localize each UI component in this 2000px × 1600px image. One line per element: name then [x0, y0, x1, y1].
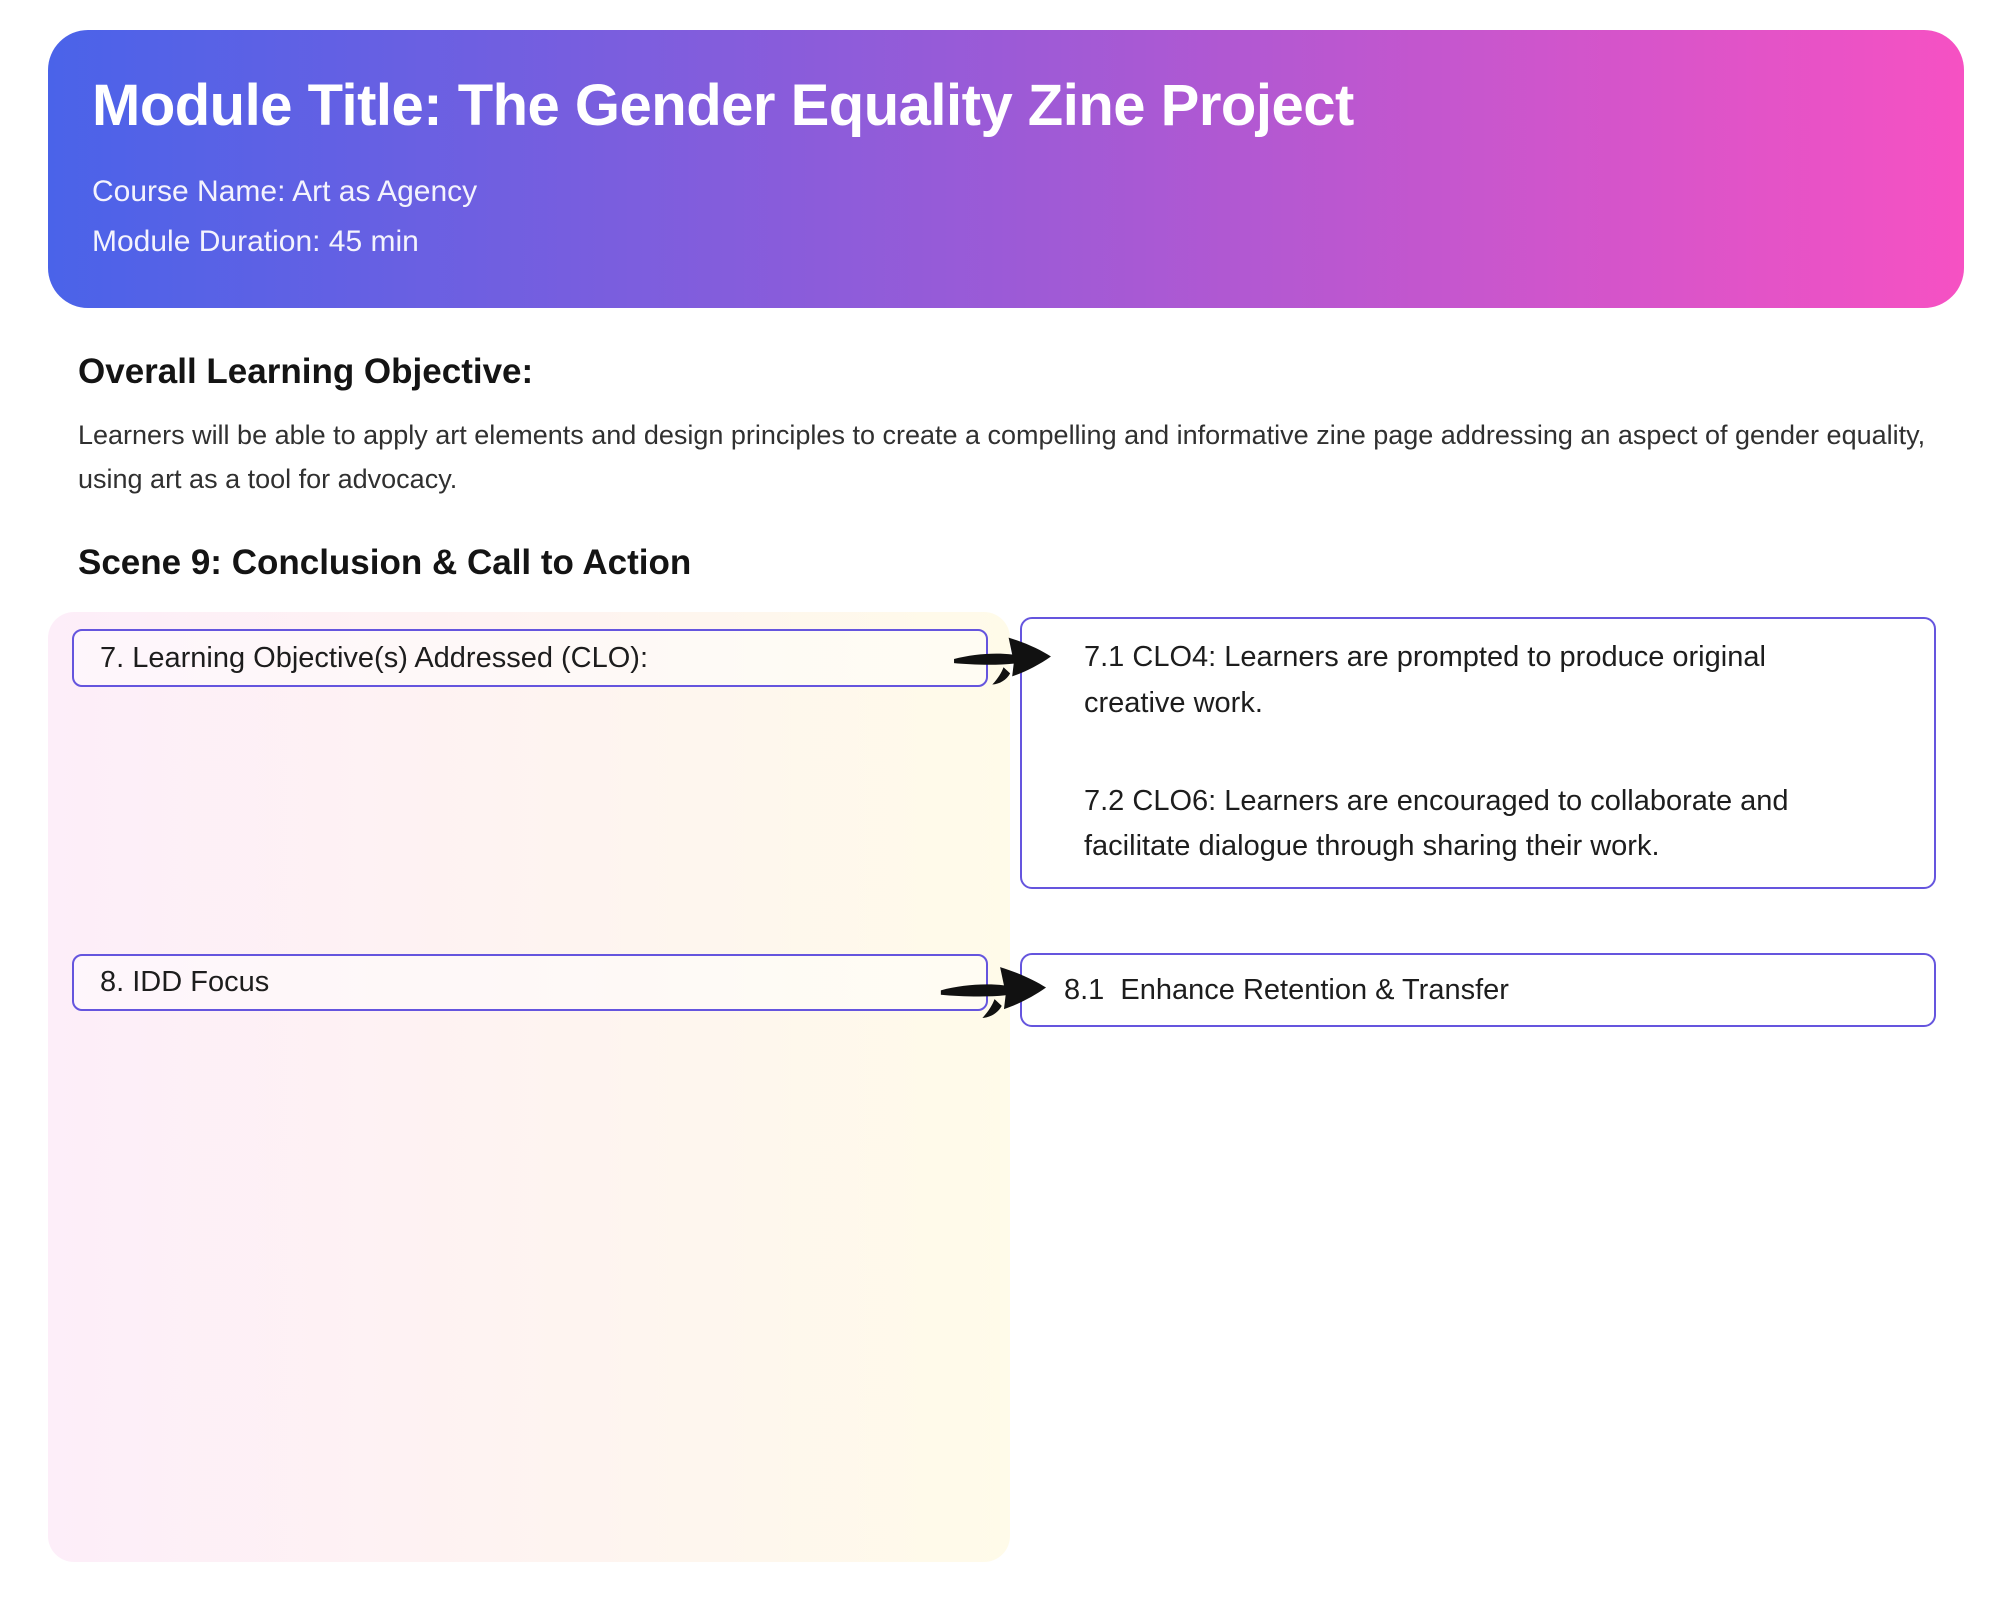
label-box-idd-focus-text: 8. IDD Focus [100, 966, 270, 998]
scene-panel [48, 612, 1010, 1562]
module-header-banner: Module Title: The Gender Equality Zine P… [48, 30, 1964, 308]
detail-idd-focus-text: 8.1 Enhance Retention & Transfer [1064, 973, 1509, 1006]
detail-clo6-text: 7.2 CLO6: Learners are encouraged to col… [1084, 784, 1797, 863]
course-name: Course Name: Art as Agency [92, 175, 478, 208]
objective-heading: Overall Learning Objective: [78, 352, 534, 391]
detail-clo4-text: 7.1 CLO4: Learners are prompted to produ… [1084, 641, 1774, 719]
label-box-idd-focus: 8. IDD Focus [72, 954, 988, 1011]
scene-heading: Scene 9: Conclusion & Call to Action [78, 543, 692, 582]
arrow-right-icon [952, 626, 1054, 686]
detail-box-learning-objectives: 7.1 CLO4: Learners are prompted to produ… [1020, 617, 1936, 889]
label-box-learning-objectives: 7. Learning Objective(s) Addressed (CLO)… [72, 629, 988, 687]
objective-body: Learners will be able to apply art eleme… [78, 420, 1926, 494]
label-box-learning-objectives-text: 7. Learning Objective(s) Addressed (CLO)… [100, 641, 649, 674]
arrow-right-icon [938, 956, 1050, 1018]
module-title: Module Title: The Gender Equality Zine P… [92, 73, 1354, 138]
detail-box-idd-focus: 8.1 Enhance Retention & Transfer [1020, 953, 1936, 1027]
module-duration: Module Duration: 45 min [92, 224, 419, 258]
